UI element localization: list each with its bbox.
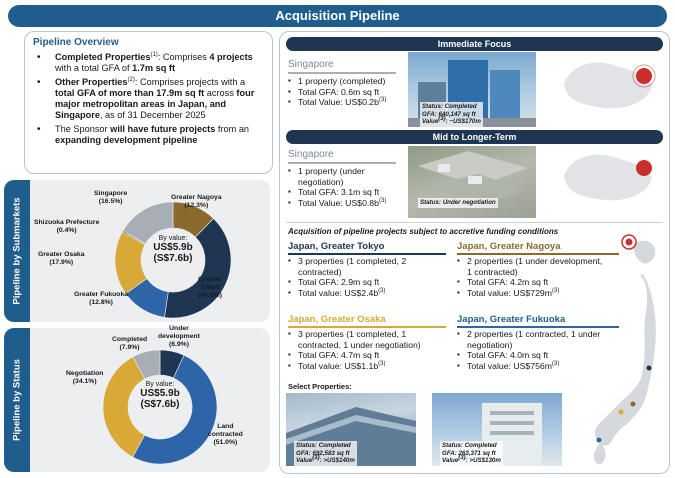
overview-item-other: Other Properties(2): Comprises projects …	[33, 77, 264, 121]
nagoya-underline	[457, 253, 619, 255]
select-status-1: Status: Completed GFA: 692,583 sq ft Value…	[294, 441, 357, 466]
midlong-region: Singapore	[288, 149, 334, 160]
midlong-property-photo: Status: Under negotiation	[408, 146, 536, 218]
submarkets-label: Pipeline by Submarkets	[11, 197, 23, 305]
status-label: Pipeline by Status	[11, 359, 23, 441]
immediate-focus-header: Immediate Focus	[286, 37, 663, 51]
label-singapore: Singapore (16.5%)	[94, 190, 128, 205]
status-center: By value: US$5.9b (S$7.6b)	[120, 381, 200, 410]
overview-item-sponsor: The Sponsor will have future projects fr…	[33, 124, 264, 146]
status-center-sgd: (S$7.6b)	[140, 399, 180, 410]
funding-conditions-note: Acquisition of pipeline projects subject…	[288, 227, 559, 236]
select-property-photo-2: Status: Completed GFA: 263,371 sq ft Value…	[432, 393, 562, 466]
singapore-map-1	[564, 62, 656, 109]
site-illustration	[418, 151, 528, 206]
midlong-underline	[288, 162, 396, 164]
immediate-property-photo: Status: Completed GFA: 640,147 sq ft Value…	[408, 52, 536, 127]
tokyo-list: 3 properties (1 completed, 2 contracted)…	[288, 256, 448, 298]
singapore-map-2	[564, 154, 652, 201]
select-property-photo-1: Status: Completed GFA: 692,583 sq ft Value…	[286, 393, 416, 466]
tokyo-region: Japan, Greater Tokyo	[288, 241, 385, 252]
immediate-status-caption: Status: Completed GFA: 640,147 sq ft Value…	[420, 102, 483, 127]
immediate-underline	[288, 72, 396, 74]
fukuoka-underline	[457, 326, 619, 328]
osaka-underline	[288, 326, 446, 328]
label-under-development: Under development (6.9%)	[158, 325, 200, 348]
submarkets-panel: Pipeline by Submarkets By value: US$5.9b…	[4, 180, 270, 322]
immediate-list: 1 property (completed) Total GFA: 0.6m s…	[288, 76, 400, 108]
section-divider	[286, 222, 663, 223]
label-greater-tokyo: Greater Tokyo (40.0%)	[198, 276, 223, 299]
pipeline-overview: Pipeline Overview Completed Properties(1…	[24, 31, 273, 174]
status-center-usd: US$5.9b	[140, 388, 180, 399]
status-label-box: Pipeline by Status	[4, 328, 30, 472]
label-shizuoka: Shizuoka Prefecture (0.4%)	[34, 219, 100, 234]
submarkets-donut	[114, 201, 232, 319]
submarkets-center-usd: US$5.9b	[153, 242, 193, 253]
label-completed: Completed (7.9%)	[112, 336, 148, 351]
label-greater-osaka: Greater Osaka (17.9%)	[38, 251, 85, 266]
japan-map	[594, 234, 656, 465]
submarkets-center-sgd: (S$7.6b)	[153, 253, 193, 264]
submarkets-slice-singapore	[122, 201, 174, 245]
status-center-caption: By value:	[145, 381, 175, 388]
overview-item-completed: Completed Properties(1): Comprises 4 pro…	[33, 52, 264, 74]
midlong-list: 1 property (under negotiation) Total GFA…	[288, 166, 402, 208]
status-donut	[102, 349, 218, 465]
status-slice-completed	[132, 349, 161, 380]
submarkets-slice-greater-tokyo	[164, 218, 232, 319]
tokyo-underline	[288, 253, 446, 255]
submarkets-center: By value: US$5.9b (S$7.6b)	[133, 235, 213, 264]
mid-longer-term-header: Mid to Longer-Term	[286, 130, 663, 144]
status-slice-negotiation	[102, 356, 146, 458]
pipeline-details-panel: Immediate Focus Singapore 1 property (co…	[279, 31, 670, 474]
status-panel: Pipeline by Status By value: US$5.9b (S$…	[4, 325, 270, 472]
label-land-contracted: Land contracted (51.0%)	[208, 423, 243, 446]
submarkets-label-box: Pipeline by Submarkets	[4, 180, 30, 322]
select-properties-label: Select Properties:	[288, 382, 352, 391]
status-slice-land-contracted	[132, 354, 218, 465]
nagoya-list: 2 properties (1 under development, 1 con…	[457, 256, 603, 298]
osaka-region: Japan, Greater Osaka	[288, 314, 386, 325]
osaka-list: 3 properties (1 completed, 1 contracted,…	[288, 329, 448, 371]
select-status-2: Status: Completed GFA: 263,371 sq ft Value…	[440, 441, 503, 466]
fukuoka-region: Japan, Greater Fukuoka	[457, 314, 566, 325]
immediate-region: Singapore	[288, 59, 334, 70]
overview-heading: Pipeline Overview	[33, 37, 119, 48]
page-title: Acquisition Pipeline	[8, 5, 667, 27]
fukuoka-list: 2 properties (1 contracted, 1 under nego…	[457, 329, 603, 371]
label-greater-fukuoka: Greater Fukuoka (12.8%)	[74, 291, 129, 306]
label-greater-nagoya: Greater Nagoya (12.3%)	[171, 194, 222, 209]
submarkets-center-caption: By value:	[158, 235, 188, 242]
midlong-status-caption: Status: Under negotiation	[418, 198, 498, 208]
nagoya-region: Japan, Greater Nagoya	[457, 241, 561, 252]
label-negotiation: Negotiation (34.1%)	[66, 370, 104, 385]
